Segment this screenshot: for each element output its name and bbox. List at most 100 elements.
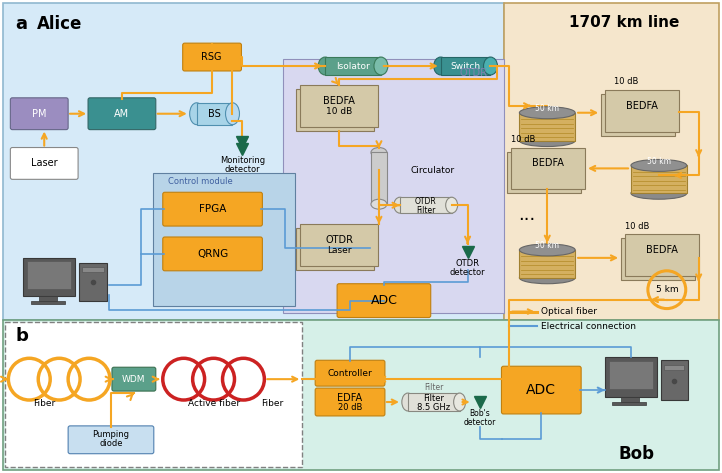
Text: Fiber: Fiber [261,399,284,408]
FancyBboxPatch shape [88,98,156,130]
Bar [605,90,679,131]
FancyBboxPatch shape [162,237,262,271]
Text: BS: BS [208,109,221,119]
Text: Bob: Bob [619,445,655,463]
Text: a: a [15,15,27,33]
Text: Active fiber: Active fiber [188,399,240,408]
Bar [605,357,657,397]
Text: 8.5 GHz: 8.5 GHz [417,403,451,412]
Bar [631,166,687,193]
Bar [23,258,75,296]
Text: 5 km: 5 km [656,285,678,294]
Ellipse shape [519,135,575,147]
Text: 1707 km line: 1707 km line [569,15,679,30]
Text: b: b [15,327,28,345]
Bar [300,224,378,266]
Bar [4,3,505,319]
Ellipse shape [453,393,466,411]
Bar [505,3,718,319]
Text: ADC: ADC [370,294,397,307]
FancyBboxPatch shape [10,98,68,130]
Ellipse shape [371,199,387,209]
Ellipse shape [445,197,458,213]
Bar [621,397,639,402]
Bar [508,151,581,193]
Text: Bob's: Bob's [469,410,490,419]
Text: BEDFA: BEDFA [626,101,658,111]
FancyBboxPatch shape [502,366,581,414]
Bar [196,103,232,125]
Bar [296,89,374,131]
Text: PM: PM [32,109,46,119]
Text: Filter: Filter [423,394,444,403]
Text: Alice: Alice [38,15,82,33]
Bar [325,57,381,75]
Bar [296,228,374,270]
Ellipse shape [225,103,240,125]
Text: FPGA: FPGA [199,204,226,214]
Text: Laser: Laser [327,246,352,255]
Bar [519,113,575,140]
Text: WDM: WDM [122,375,146,384]
Text: detector: detector [225,165,260,174]
Bar [39,296,57,301]
Ellipse shape [631,159,687,171]
Text: detector: detector [464,419,496,428]
Bar [519,250,575,278]
FancyBboxPatch shape [162,192,262,226]
Bar [283,59,505,313]
Ellipse shape [374,57,388,75]
Text: Fiber: Fiber [33,399,56,408]
Text: 10 dB: 10 dB [625,221,649,230]
Bar [511,148,585,189]
Ellipse shape [402,393,414,411]
Text: Switch: Switch [451,61,481,70]
FancyBboxPatch shape [112,367,156,391]
Text: OTDR: OTDR [325,235,353,245]
Ellipse shape [190,103,204,125]
Text: ...: ... [518,206,535,224]
Text: Controller: Controller [328,368,373,378]
Bar [79,263,107,301]
Bar [625,234,699,276]
Ellipse shape [434,57,448,75]
Text: OTDR: OTDR [459,68,487,78]
Bar [609,361,653,389]
Ellipse shape [519,107,575,119]
Bar [4,319,718,470]
FancyBboxPatch shape [316,360,385,386]
Bar [664,365,684,370]
Text: Optical fiber: Optical fiber [542,307,597,316]
Text: Monitoring: Monitoring [220,156,265,165]
Text: Control module: Control module [168,177,233,186]
Text: QRNG: QRNG [197,249,228,259]
Text: Pumping: Pumping [92,430,129,439]
Bar [440,57,490,75]
Text: 50 km: 50 km [535,241,560,250]
Text: BEDFA: BEDFA [646,245,678,255]
Text: 20 dB: 20 dB [338,403,362,412]
Text: RSG: RSG [201,52,222,62]
Bar [31,301,65,304]
Text: 10 dB: 10 dB [326,107,352,116]
Text: AM: AM [114,109,129,119]
Text: Laser: Laser [31,158,58,168]
Bar [300,85,378,127]
Bar [661,360,688,400]
Text: Isolator: Isolator [336,61,370,70]
Text: Filter: Filter [416,206,435,215]
Text: BEDFA: BEDFA [323,96,355,106]
Ellipse shape [519,272,575,284]
Text: BEDFA: BEDFA [532,158,564,168]
Bar [371,152,387,204]
Ellipse shape [631,187,687,199]
Bar [612,402,646,405]
FancyBboxPatch shape [337,284,431,317]
Text: 10 dB: 10 dB [614,78,638,87]
Text: Electrical connection: Electrical connection [542,322,636,331]
Bar [408,393,460,411]
Bar [153,174,295,306]
Bar [27,261,71,289]
Text: Circulator: Circulator [411,166,455,175]
Bar [82,267,104,272]
